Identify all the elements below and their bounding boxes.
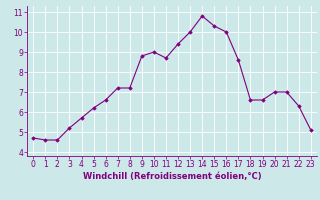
X-axis label: Windchill (Refroidissement éolien,°C): Windchill (Refroidissement éolien,°C) — [83, 172, 261, 181]
